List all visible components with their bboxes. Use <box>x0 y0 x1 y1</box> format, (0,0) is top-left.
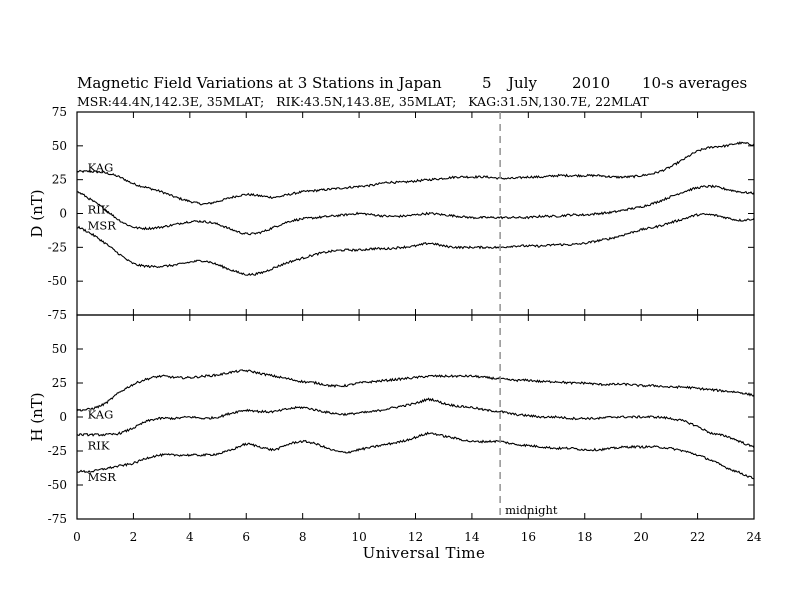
h-series-kag-line <box>76 369 755 412</box>
d-series-msr-label: MSR <box>88 219 117 233</box>
d-ytick-label: -75 <box>48 308 67 322</box>
d-series-kag-line <box>76 141 755 206</box>
h-ytick-label: -75 <box>48 512 67 526</box>
h-series-msr-label: MSR <box>88 470 117 484</box>
d-ytick-label: 25 <box>52 173 67 187</box>
x-tick-label: 10 <box>351 530 366 544</box>
x-axis-label: Universal Time <box>363 544 486 562</box>
x-tick-label: 8 <box>299 530 307 544</box>
title-averaging-note: 10-s averages <box>642 74 747 92</box>
h-series-msr-line <box>76 431 755 480</box>
d-panel-frame <box>76 111 755 316</box>
title-month: July <box>506 74 537 92</box>
title-year: 2010 <box>572 74 610 92</box>
h-ytick-label: 0 <box>59 410 67 424</box>
x-tick-label: 12 <box>408 530 423 544</box>
x-tick-label: 4 <box>186 530 194 544</box>
d-ytick-label: -50 <box>48 274 67 288</box>
h-y-axis-label: H (nT) <box>28 392 46 441</box>
d-series-rik-label: RIK <box>88 202 110 216</box>
x-tick-label: 0 <box>73 530 81 544</box>
x-tick-label: 20 <box>634 530 649 544</box>
x-tick-label: 22 <box>690 530 705 544</box>
h-series-kag-label: KAG <box>88 407 114 421</box>
h-ytick-label: -50 <box>48 478 67 492</box>
h-series-rik-line <box>76 397 755 449</box>
d-ytick-label: -25 <box>48 240 67 254</box>
chart-title: Magnetic Field Variations at 3 Stations … <box>77 74 442 92</box>
d-ytick-label: 0 <box>59 207 67 221</box>
x-tick-label: 18 <box>577 530 592 544</box>
midnight-label: midnight <box>505 503 558 517</box>
x-tick-label: 16 <box>521 530 536 544</box>
d-series-kag-label: KAG <box>88 160 114 174</box>
d-series-msr-line <box>76 213 755 276</box>
h-ytick-label: 25 <box>52 376 67 390</box>
h-ytick-label: 50 <box>52 342 67 356</box>
h-ytick-label: -25 <box>48 444 67 458</box>
d-component-panel: -75 -50 -25 0 25 50 75 D (nT) KAG RIK MSR <box>28 105 755 322</box>
x-tick-label: 6 <box>242 530 250 544</box>
x-tick-label: 14 <box>464 530 480 544</box>
d-ytick-label: 75 <box>52 105 67 119</box>
h-panel-frame <box>76 314 755 520</box>
x-axis-ticks: 0 2 4 6 8 10 12 14 16 18 20 22 24 <box>73 530 762 544</box>
x-tick-label: 2 <box>130 530 138 544</box>
d-series-rik-line <box>76 184 755 236</box>
d-y-axis-label: D (nT) <box>28 189 46 237</box>
h-component-panel: -75 -50 -25 0 25 50 H (nT) KAG RIK MSR <box>28 314 755 526</box>
x-tick-label: 24 <box>746 530 762 544</box>
h-series-rik-label: RIK <box>88 439 110 453</box>
title-day: 5 <box>482 74 492 92</box>
d-ytick-label: 50 <box>52 139 67 153</box>
station-coordinates-subtitle: MSR:44.4N,142.3E, 35MLAT; RIK:43.5N,143.… <box>77 94 649 109</box>
